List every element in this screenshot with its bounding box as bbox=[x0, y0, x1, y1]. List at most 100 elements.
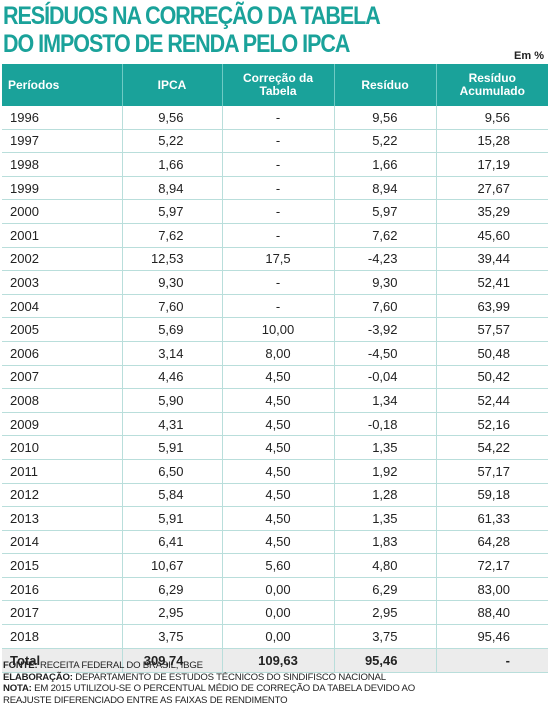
cell-residuo: 4,80 bbox=[334, 553, 437, 578]
cell-ipca: 5,84 bbox=[122, 483, 223, 508]
table-row: 2002 12,53 17,5 -4,23 39,44 bbox=[2, 247, 548, 272]
title-line-1: RESÍDUOS NA CORREÇÃO DA TABELA bbox=[3, 2, 381, 30]
header-residuo: Resíduo bbox=[334, 64, 437, 106]
cell-correcao: 0,00 bbox=[222, 577, 335, 602]
cell-acumulado: 64,28 bbox=[436, 530, 548, 555]
cell-acumulado: 83,00 bbox=[436, 577, 548, 602]
note-nota-label: NOTA: bbox=[3, 683, 32, 694]
cell-correcao: 4,50 bbox=[222, 483, 335, 508]
cell-correcao: 0,00 bbox=[222, 624, 335, 649]
cell-correcao: 4,50 bbox=[222, 506, 335, 531]
table-row: 2005 5,69 10,00 -3,92 57,57 bbox=[2, 317, 548, 342]
cell-ipca: 3,14 bbox=[122, 341, 223, 366]
table-row: 2004 7,60-7,60 63,99 bbox=[2, 294, 548, 319]
cell-correcao: 4,50 bbox=[222, 435, 335, 460]
cell-residuo: -4,23 bbox=[334, 247, 437, 272]
cell-period: 2012 bbox=[2, 483, 123, 508]
cell-period: 2014 bbox=[2, 530, 123, 555]
table-row: 2014 6,41 4,50 1,83 64,28 bbox=[2, 530, 548, 555]
cell-correcao: - bbox=[222, 223, 335, 248]
cell-ipca: 4,46 bbox=[122, 365, 223, 390]
table-row: 2006 3,14 8,00 -4,50 50,48 bbox=[2, 341, 548, 366]
cell-ipca: 7,60 bbox=[122, 294, 223, 319]
cell-residuo: 3,75 bbox=[334, 624, 437, 649]
cell-period: 2009 bbox=[2, 412, 123, 437]
table-row: 2017 2,95 0,00 2,95 88,40 bbox=[2, 600, 548, 626]
cell-residuo: 8,94 bbox=[334, 176, 437, 201]
table-row: 2003 9,30-9,30 52,41 bbox=[2, 270, 548, 295]
cell-ipca: 7,62 bbox=[122, 223, 223, 248]
total-cell-period: Total bbox=[2, 648, 123, 673]
cell-acumulado: 63,99 bbox=[436, 294, 548, 319]
cell-correcao: 4,50 bbox=[222, 412, 335, 437]
cell-correcao: 17,5 bbox=[222, 247, 335, 272]
table-total-row: Total 309,74 109,63 95,46- bbox=[2, 648, 548, 673]
cell-period: 2010 bbox=[2, 435, 123, 460]
cell-acumulado: 27,67 bbox=[436, 176, 548, 201]
cell-correcao: 0,00 bbox=[222, 600, 335, 626]
table-row: 1999 8,94-8,94 27,67 bbox=[2, 176, 548, 201]
table-row: 2015 10,67 5,60 4,80 72,17 bbox=[2, 553, 548, 578]
cell-acumulado: 50,42 bbox=[436, 365, 548, 390]
cell-acumulado: 45,60 bbox=[436, 223, 548, 248]
cell-residuo: 1,92 bbox=[334, 459, 437, 484]
table-row: 2009 4,31 4,50 -0,18 52,16 bbox=[2, 412, 548, 437]
table-row: 2018 3,75 0,00 3,75 95,46 bbox=[2, 624, 548, 649]
cell-period: 2003 bbox=[2, 270, 123, 295]
cell-ipca: 12,53 bbox=[122, 247, 223, 272]
note-nota: NOTA: EM 2015 UTILIZOU-SE O PERCENTUAL M… bbox=[3, 683, 548, 695]
cell-acumulado: 35,29 bbox=[436, 199, 548, 224]
cell-period: 2001 bbox=[2, 223, 123, 248]
table-row: 2001 7,62-7,62 45,60 bbox=[2, 223, 548, 248]
cell-residuo: -0,18 bbox=[334, 412, 437, 437]
header-ipca: IPCA bbox=[122, 64, 223, 106]
table-header: Períodos IPCA Correção da Tabela Resíduo… bbox=[2, 64, 548, 106]
table-row: 2008 5,90 4,50 1,34 52,44 bbox=[2, 388, 548, 413]
table-row: 1996 9,56-9,56 9,56 bbox=[2, 106, 548, 130]
unit-label: Em % bbox=[514, 50, 544, 62]
cell-residuo: 5,97 bbox=[334, 199, 437, 224]
table-row: 2010 5,91 4,50 1,35 54,22 bbox=[2, 435, 548, 460]
cell-acumulado: 54,22 bbox=[436, 435, 548, 460]
cell-residuo: 7,60 bbox=[334, 294, 437, 319]
cell-acumulado: 59,18 bbox=[436, 483, 548, 508]
cell-period: 2006 bbox=[2, 341, 123, 366]
cell-residuo: 1,35 bbox=[334, 506, 437, 531]
table-row: 2016 6,29 0,00 6,29 83,00 bbox=[2, 577, 548, 602]
cell-acumulado: 17,19 bbox=[436, 152, 548, 177]
cell-acumulado: 88,40 bbox=[436, 600, 548, 626]
note-elaboracao-text: DEPARTAMENTO DE ESTUDOS TÉCNICOS DO SIND… bbox=[72, 671, 386, 683]
cell-correcao: - bbox=[222, 106, 335, 130]
cell-acumulado: 52,44 bbox=[436, 388, 548, 413]
cell-residuo: 1,28 bbox=[334, 483, 437, 508]
cell-period: 2002 bbox=[2, 247, 123, 272]
cell-period: 2011 bbox=[2, 459, 123, 484]
cell-period: 1996 bbox=[2, 106, 123, 130]
total-cell-acumulado: - bbox=[436, 648, 548, 673]
cell-period: 1997 bbox=[2, 129, 123, 154]
header-acumulado: Resíduo Acumulado bbox=[436, 64, 548, 106]
cell-residuo: -0,04 bbox=[334, 365, 437, 390]
cell-ipca: 6,29 bbox=[122, 577, 223, 602]
cell-residuo: 7,62 bbox=[334, 223, 437, 248]
cell-ipca: 5,69 bbox=[122, 317, 223, 342]
note-elaboracao-label: ELABORAÇÃO: bbox=[3, 671, 73, 683]
cell-ipca: 2,95 bbox=[122, 600, 223, 626]
page-title: RESÍDUOS NA CORREÇÃO DA TABELA DO IMPOST… bbox=[3, 2, 467, 58]
cell-acumulado: 52,41 bbox=[436, 270, 548, 295]
cell-correcao: 10,00 bbox=[222, 317, 335, 342]
cell-ipca: 5,90 bbox=[122, 388, 223, 413]
title-line-2: DO IMPOSTO DE RENDA PELO IPCA bbox=[3, 30, 350, 58]
table-row: 2007 4,46 4,50 -0,04 50,42 bbox=[2, 365, 548, 390]
cell-correcao: - bbox=[222, 129, 335, 154]
header-correcao: Correção da Tabela bbox=[222, 64, 335, 106]
header-acumulado-line1: Resíduo bbox=[468, 71, 516, 85]
cell-residuo: 6,29 bbox=[334, 577, 437, 602]
cell-acumulado: 9,56 bbox=[436, 106, 548, 130]
cell-residuo: 9,30 bbox=[334, 270, 437, 295]
cell-ipca: 5,91 bbox=[122, 506, 223, 531]
cell-ipca: 1,66 bbox=[122, 152, 223, 177]
cell-acumulado: 61,33 bbox=[436, 506, 548, 531]
cell-period: 2000 bbox=[2, 199, 123, 224]
table-row: 1997 5,22-5,22 15,28 bbox=[2, 129, 548, 154]
